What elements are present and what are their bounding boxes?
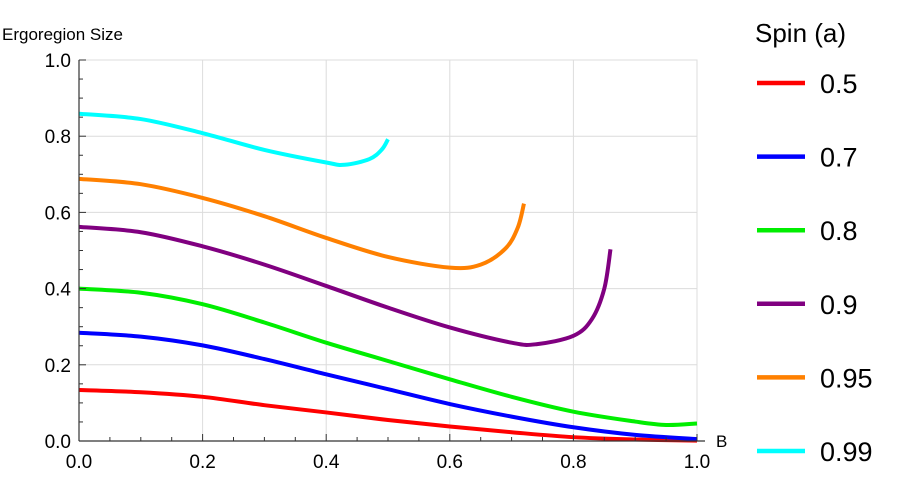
x-tick-label: 0.8 <box>560 452 586 473</box>
y-tick-label: 0.6 <box>45 203 71 224</box>
y-axis-label: Ergoregion Size <box>2 25 123 44</box>
y-tick-label: 0.8 <box>45 127 71 148</box>
x-tick-label: 0.6 <box>437 452 463 473</box>
x-tick-label: 1.0 <box>684 452 710 473</box>
x-tick-label: 0.2 <box>189 452 215 473</box>
series-line-0.9 <box>78 224 613 347</box>
legend-label: 0.5 <box>820 69 858 99</box>
y-tick-label: 0.2 <box>45 356 71 377</box>
legend-label: 0.95 <box>820 363 873 393</box>
y-tick-label: 1.0 <box>45 51 71 72</box>
legend-label: 0.7 <box>820 143 858 173</box>
x-tick-label: 0.0 <box>66 452 92 473</box>
series-line-0.5 <box>78 387 698 443</box>
x-tick-label: 0.4 <box>313 452 340 473</box>
y-tick-label: 0.4 <box>45 280 72 301</box>
legend-label: 0.99 <box>820 437 873 467</box>
series-line-0.7 <box>78 330 698 442</box>
legend: 0.5 0.7 0.8 0.9 0.95 0.99 <box>757 69 873 467</box>
legend-label: 0.8 <box>820 216 858 246</box>
plot-frame <box>78 59 698 442</box>
series-line-0.95 <box>78 176 526 271</box>
series-line-0.8 <box>78 286 698 428</box>
x-axis-label: B <box>716 432 727 451</box>
series-lines <box>78 111 698 443</box>
series-line-0.99 <box>78 111 390 168</box>
axes: 0.0 0.2 0.4 0.6 0.8 1.0 0.0 0.2 0.4 0.6 0.8 1.0 <box>45 51 711 473</box>
y-tick-label: 0.0 <box>45 432 71 453</box>
legend-title: Spin (a) <box>755 18 846 48</box>
grid <box>78 59 698 442</box>
legend-label: 0.9 <box>820 290 858 320</box>
